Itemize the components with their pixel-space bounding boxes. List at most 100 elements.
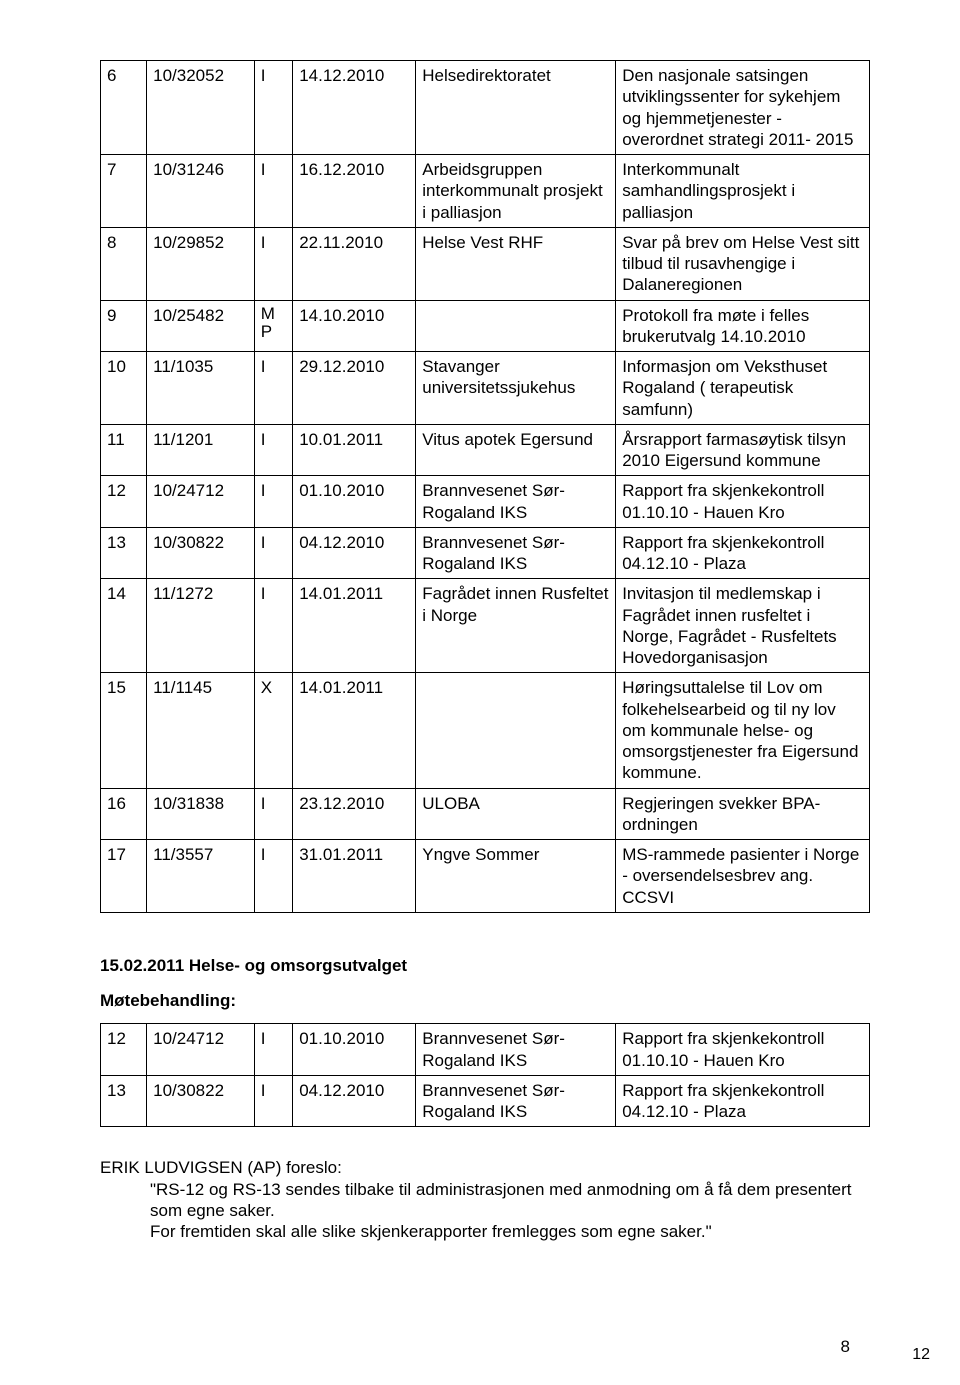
- cell-ref: 11/1201: [147, 424, 255, 476]
- cell-ref: 10/25482: [147, 300, 255, 352]
- table-row: 16 10/31838 I 23.12.2010 ULOBA Regjering…: [101, 788, 870, 840]
- cell-date: 14.01.2011: [293, 579, 416, 673]
- table-row: 14 11/1272 I 14.01.2011 Fagrådet innen R…: [101, 579, 870, 673]
- table-row: 12 10/24712 I 01.10.2010 Brannvesenet Sø…: [101, 476, 870, 528]
- table-row: 6 10/32052 I 14.12.2010 Helsedirektorate…: [101, 61, 870, 155]
- cell-from: [416, 673, 616, 788]
- cell-date: 22.11.2010: [293, 227, 416, 300]
- cell-ref: 10/32052: [147, 61, 255, 155]
- proposal-line2: For fremtiden skal alle slike skjenkerap…: [100, 1221, 870, 1242]
- cell-date: 16.12.2010: [293, 155, 416, 228]
- table-row: 13 10/30822 I 04.12.2010 Brannvesenet Sø…: [101, 527, 870, 579]
- cell-num: 11: [101, 424, 147, 476]
- cell-from: ULOBA: [416, 788, 616, 840]
- cell-ref: 10/30822: [147, 1075, 255, 1127]
- table-row: 9 10/25482 M P 14.10.2010 Protokoll fra …: [101, 300, 870, 352]
- cell-code: I: [254, 527, 292, 579]
- cell-desc: Protokoll fra møte i felles brukerutvalg…: [616, 300, 870, 352]
- code-m: M: [261, 305, 286, 324]
- cell-date: 04.12.2010: [293, 527, 416, 579]
- cell-code: I: [254, 155, 292, 228]
- cell-num: 14: [101, 579, 147, 673]
- cell-ref: 11/1145: [147, 673, 255, 788]
- cell-desc: Rapport fra skjenkekontroll 01.10.10 - H…: [616, 476, 870, 528]
- cell-ref: 10/31246: [147, 155, 255, 228]
- cell-num: 7: [101, 155, 147, 228]
- table-row: 12 10/24712 I 01.10.2010 Brannvesenet Sø…: [101, 1024, 870, 1076]
- cell-desc: MS-rammede pasienter i Norge - oversende…: [616, 840, 870, 913]
- cell-code: I: [254, 1075, 292, 1127]
- cell-code: M P: [254, 300, 292, 352]
- table-row: 17 11/3557 I 31.01.2011 Yngve Sommer MS-…: [101, 840, 870, 913]
- cell-from: [416, 300, 616, 352]
- cell-code: I: [254, 1024, 292, 1076]
- proposal-line1: "RS-12 og RS-13 sendes tilbake til admin…: [100, 1179, 870, 1222]
- cell-ref: 10/24712: [147, 1024, 255, 1076]
- cell-from: Brannvesenet Sør- Rogaland IKS: [416, 476, 616, 528]
- cell-desc: Den nasjonale satsingen utviklingssenter…: [616, 61, 870, 155]
- proposal-lead: ERIK LUDVIGSEN (AP) foreslo:: [100, 1157, 870, 1178]
- cell-date: 31.01.2011: [293, 840, 416, 913]
- cell-ref: 10/31838: [147, 788, 255, 840]
- cell-from: Fagrådet innen Rusfeltet i Norge: [416, 579, 616, 673]
- cell-code: I: [254, 788, 292, 840]
- cell-from: Helse Vest RHF: [416, 227, 616, 300]
- cell-ref: 10/24712: [147, 476, 255, 528]
- cell-num: 17: [101, 840, 147, 913]
- proposal-block: ERIK LUDVIGSEN (AP) foreslo: "RS-12 og R…: [100, 1157, 870, 1242]
- cell-date: 14.01.2011: [293, 673, 416, 788]
- cell-num: 10: [101, 352, 147, 425]
- cell-code: I: [254, 424, 292, 476]
- cell-from: Brannvesenet Sør- Rogaland IKS: [416, 527, 616, 579]
- cell-num: 8: [101, 227, 147, 300]
- cell-num: 15: [101, 673, 147, 788]
- cell-desc: Svar på brev om Helse Vest sitt tilbud t…: [616, 227, 870, 300]
- table-row: 10 11/1035 I 29.12.2010 Stavanger univer…: [101, 352, 870, 425]
- cell-from: Brannvesenet Sør- Rogaland IKS: [416, 1024, 616, 1076]
- cell-desc: Regjeringen svekker BPA- ordningen: [616, 788, 870, 840]
- table-row: 11 11/1201 I 10.01.2011 Vitus apotek Ege…: [101, 424, 870, 476]
- cell-desc: Rapport fra skjenkekontroll 01.10.10 - H…: [616, 1024, 870, 1076]
- cell-code: X: [254, 673, 292, 788]
- table-row: 13 10/30822 I 04.12.2010 Brannvesenet Sø…: [101, 1075, 870, 1127]
- cell-date: 04.12.2010: [293, 1075, 416, 1127]
- cell-desc: Rapport fra skjenkekontroll 04.12.10 - P…: [616, 1075, 870, 1127]
- code-p: P: [261, 323, 286, 342]
- cell-desc: Interkommunalt samhandlingsprosjekt i pa…: [616, 155, 870, 228]
- page-number-inner: 8: [841, 1336, 850, 1357]
- cell-num: 12: [101, 1024, 147, 1076]
- cell-num: 16: [101, 788, 147, 840]
- cell-desc: Årsrapport farmasøytisk tilsyn 2010 Eige…: [616, 424, 870, 476]
- cell-code: I: [254, 840, 292, 913]
- page-container: 6 10/32052 I 14.12.2010 Helsedirektorate…: [0, 0, 960, 1385]
- cell-date: 29.12.2010: [293, 352, 416, 425]
- cell-desc: Rapport fra skjenkekontroll 04.12.10 - P…: [616, 527, 870, 579]
- table-row: 7 10/31246 I 16.12.2010 Arbeidsgruppen i…: [101, 155, 870, 228]
- cell-code: I: [254, 579, 292, 673]
- cell-from: Vitus apotek Egersund: [416, 424, 616, 476]
- cell-ref: 10/30822: [147, 527, 255, 579]
- table-row: 8 10/29852 I 22.11.2010 Helse Vest RHF S…: [101, 227, 870, 300]
- cell-num: 13: [101, 527, 147, 579]
- cell-from: Helsedirektoratet: [416, 61, 616, 155]
- cell-ref: 11/1272: [147, 579, 255, 673]
- cell-num: 12: [101, 476, 147, 528]
- cell-date: 01.10.2010: [293, 1024, 416, 1076]
- main-table: 6 10/32052 I 14.12.2010 Helsedirektorate…: [100, 60, 870, 913]
- table-row: 15 11/1145 X 14.01.2011 Høringsuttalelse…: [101, 673, 870, 788]
- section-heading: 15.02.2011 Helse- og omsorgsutvalget: [100, 955, 870, 976]
- cell-num: 9: [101, 300, 147, 352]
- cell-date: 01.10.2010: [293, 476, 416, 528]
- cell-code: I: [254, 352, 292, 425]
- sub-table: 12 10/24712 I 01.10.2010 Brannvesenet Sø…: [100, 1023, 870, 1127]
- cell-from: Brannvesenet Sør- Rogaland IKS: [416, 1075, 616, 1127]
- cell-date: 23.12.2010: [293, 788, 416, 840]
- cell-date: 14.12.2010: [293, 61, 416, 155]
- cell-ref: 11/1035: [147, 352, 255, 425]
- cell-date: 10.01.2011: [293, 424, 416, 476]
- cell-from: Arbeidsgruppen interkommunalt prosjekt i…: [416, 155, 616, 228]
- cell-desc: Informasjon om Veksthuset Rogaland ( ter…: [616, 352, 870, 425]
- section-sub-heading: Møtebehandling:: [100, 990, 870, 1011]
- cell-from: Yngve Sommer: [416, 840, 616, 913]
- cell-ref: 11/3557: [147, 840, 255, 913]
